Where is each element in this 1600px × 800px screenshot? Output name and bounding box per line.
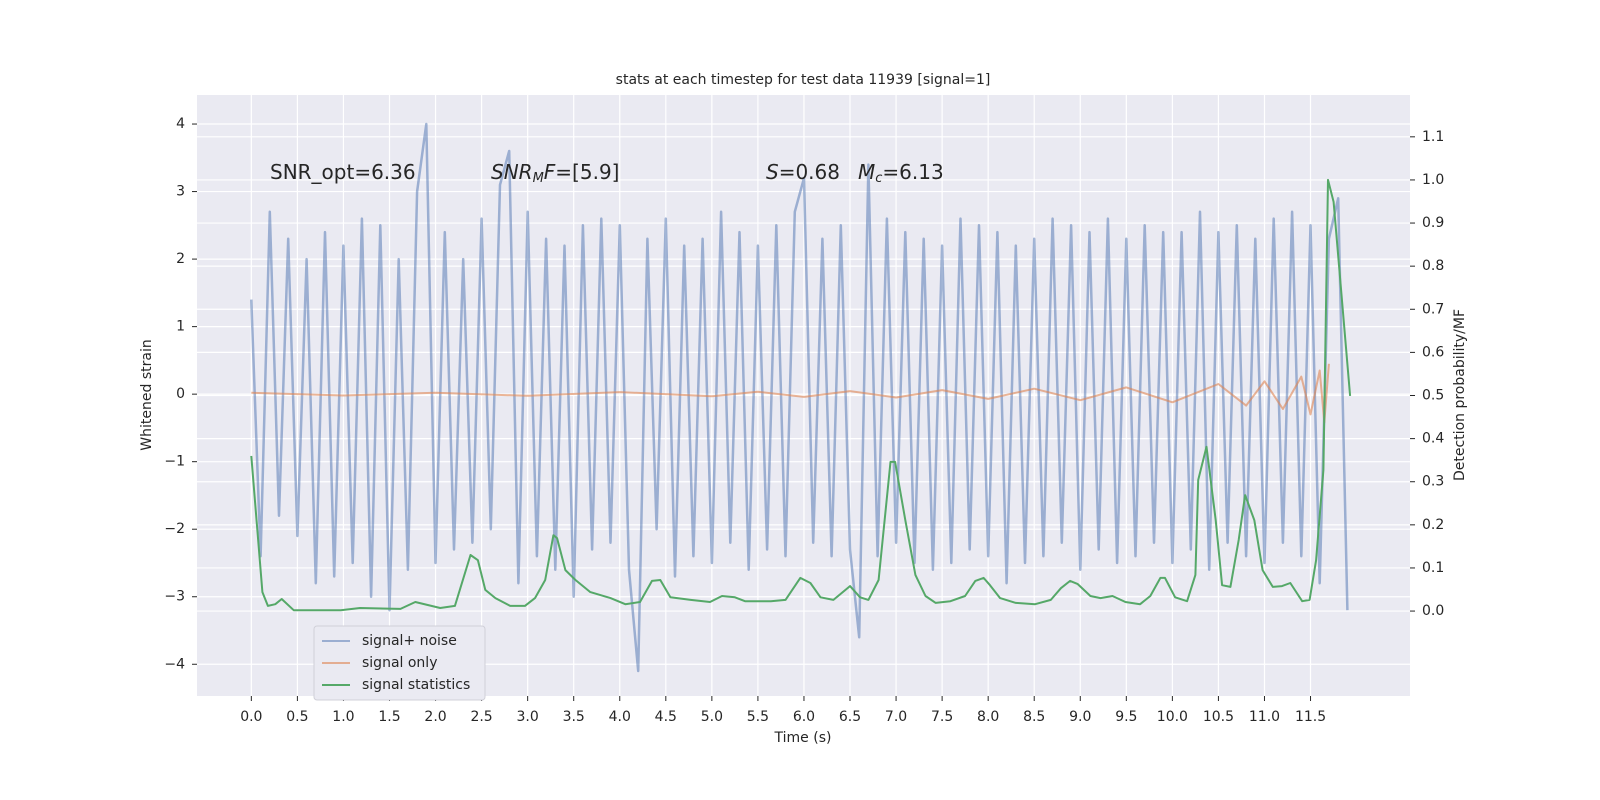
legend-label: signal only <box>362 655 437 671</box>
y2-tick-label: 0.0 <box>1422 603 1444 619</box>
x-tick-label: 6.5 <box>839 709 861 725</box>
y2-tick-label: 1.1 <box>1422 129 1444 145</box>
y2-tick-label: 0.8 <box>1422 258 1444 274</box>
chart-title: stats at each timestep for test data 119… <box>616 72 991 88</box>
y2-axis-label: Detection probability/MF <box>1452 309 1468 481</box>
x-tick-label: 3.0 <box>517 709 539 725</box>
x-tick-label: 6.0 <box>793 709 815 725</box>
x-tick-label: 0.5 <box>286 709 308 725</box>
y2-tick-label: 0.7 <box>1422 301 1444 317</box>
series-line <box>250 178 1352 612</box>
legend-box <box>313 625 486 701</box>
y2-tick-label: 0.6 <box>1422 344 1444 360</box>
annotation-part: SNR_opt=6.36 <box>270 160 416 184</box>
y2-tick-label: 0.1 <box>1422 560 1444 576</box>
y-tick-label: 1 <box>176 319 185 335</box>
x-tick-label: 1.5 <box>378 709 400 725</box>
x-tick-label: 7.0 <box>885 709 907 725</box>
annotation-part: c <box>875 171 882 186</box>
y-axis-label: Whitened strain <box>139 339 155 450</box>
legend-label: signal statistics <box>362 677 470 693</box>
x-tick-label: 8.0 <box>977 709 999 725</box>
annotation-part: M <box>858 160 875 184</box>
y-tick-label: −4 <box>164 656 185 672</box>
x-tick-label: 10.0 <box>1157 709 1188 725</box>
x-tick-label: 7.5 <box>931 709 953 725</box>
annotation-part: =[5.9] <box>555 160 619 184</box>
annotation: SNR_opt=6.36 <box>270 160 416 184</box>
annotation-part: S <box>766 160 779 184</box>
x-tick-label: 9.0 <box>1069 709 1091 725</box>
y2-tick-label: 0.3 <box>1422 474 1444 490</box>
x-tick-label: 4.5 <box>655 709 677 725</box>
annotation-part: =6.13 <box>882 160 943 184</box>
annotation-part: =0.68 <box>779 160 840 184</box>
y2-tick-label: 0.5 <box>1422 388 1444 404</box>
y-tick-label: 2 <box>176 251 185 267</box>
y-tick-label: −1 <box>164 454 185 470</box>
y-tick-label: 0 <box>176 386 185 402</box>
y2-tick-label: 0.4 <box>1422 431 1444 447</box>
y-tick-label: −3 <box>164 589 185 605</box>
x-tick-label: 1.0 <box>332 709 354 725</box>
x-tick-label: 8.5 <box>1023 709 1045 725</box>
annotation-part: SNR <box>491 160 533 184</box>
x-tick-label: 5.5 <box>747 709 769 725</box>
x-tick-label: 11.0 <box>1249 709 1280 725</box>
y-tick-label: 3 <box>176 184 185 200</box>
annotation-part: F <box>544 160 556 184</box>
series-line <box>250 122 1349 673</box>
legend: signal+ noise signal only signal statistic… <box>313 625 486 701</box>
series-line <box>251 363 1330 424</box>
annotation: S=0.68 <box>766 160 840 184</box>
y-tick-label: 4 <box>176 116 185 132</box>
x-tick-label: 10.5 <box>1203 709 1234 725</box>
y2-tick-label: 0.2 <box>1422 517 1444 533</box>
x-tick-label: 2.5 <box>470 709 492 725</box>
annotation: SNRMF=[5.9] <box>491 160 619 186</box>
x-tick-label: 3.5 <box>563 709 585 725</box>
x-tick-label: 11.5 <box>1295 709 1326 725</box>
y-tick-label: −2 <box>164 521 185 537</box>
annotation-part: M <box>533 171 544 186</box>
y2-tick-label: 1.0 <box>1422 172 1444 188</box>
x-tick-label: 2.0 <box>424 709 446 725</box>
annotation: Mc=6.13 <box>858 160 944 186</box>
x-tick-label: 9.5 <box>1115 709 1137 725</box>
x-tick-label: 5.0 <box>701 709 723 725</box>
y2-tick-label: 0.9 <box>1422 215 1444 231</box>
x-tick-label: 0.0 <box>240 709 262 725</box>
legend-label: signal+ noise <box>362 633 457 649</box>
x-axis-label: Time (s) <box>774 730 832 746</box>
x-tick-label: 4.0 <box>609 709 631 725</box>
